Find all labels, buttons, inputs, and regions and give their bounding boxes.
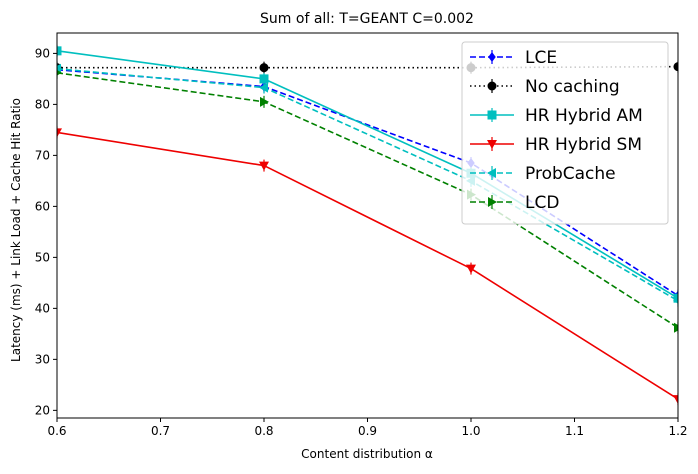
legend-label: LCE [525,48,557,68]
legend: LCE No caching HR Hybrid AM HR Hybrid SM Pro… [461,41,669,225]
x-tick-label: 0.8 [254,424,273,438]
legend-item: ProbCache [470,164,616,184]
data-point [259,63,269,73]
y-tick-label: 30 [35,352,50,366]
legend-item: No caching [470,77,620,97]
y-tick-label: 50 [35,250,50,264]
series-line [57,50,678,299]
y-axis-label: Latency (ms) + Link Load + Cache Hit Rat… [9,98,23,362]
legend-box [461,41,669,225]
legend-marker [487,81,497,91]
data-point [57,46,62,56]
y-tick-label: 70 [35,148,50,162]
x-tick-label: 1.2 [668,424,687,438]
legend-label: HR Hybrid SM [525,135,642,155]
y-tick-label: 40 [35,301,50,315]
data-point [673,293,678,303]
data-point [57,128,62,138]
legend-label: No caching [525,77,620,97]
data-point [259,74,269,84]
legend-item: HR Hybrid SM [470,135,642,155]
data-point [466,264,476,274]
x-tick-label: 0.9 [358,424,377,438]
legend-marker [488,52,496,62]
y-tick-label: 90 [35,46,50,60]
data-point [673,62,678,72]
legend-marker [487,110,497,120]
data-point [673,297,678,304]
data-point [674,322,678,333]
legend-item: LCE [470,48,557,68]
data-point [259,82,268,93]
data-point [673,395,678,405]
chart-title: Sum of all: T=GEANT C=0.002 [260,11,474,27]
y-tick-label: 60 [35,199,50,213]
axes: 0.6 0.7 0.8 0.9 1.0 1.1 1.2 20 30 40 50 60 70 80 90 [35,32,688,438]
legend-marker [487,168,496,178]
x-tick-label: 0.6 [47,424,66,438]
y-tick-label: 20 [35,403,50,417]
x-tick-label: 1.1 [565,424,584,438]
series-hr-hybrid-sm [57,126,678,406]
x-tick-label: 1.0 [461,424,480,438]
legend-item: HR Hybrid AM [470,106,643,126]
legend-label: LCD [525,193,559,213]
data-point [57,69,62,76]
x-axis-label: Content distribution α [301,447,433,461]
legend-marker [487,140,497,149]
data-point [259,161,269,171]
series-line [57,131,678,400]
y-tick-label: 80 [35,97,50,111]
legend-marker [488,197,497,207]
legend-label: HR Hybrid AM [525,106,643,126]
series-line [57,67,678,302]
legend-label: ProbCache [525,164,616,184]
legend-item: LCD [470,193,559,213]
x-tick-label: 0.7 [151,424,170,438]
series-line [57,71,678,329]
data-point [260,96,269,107]
